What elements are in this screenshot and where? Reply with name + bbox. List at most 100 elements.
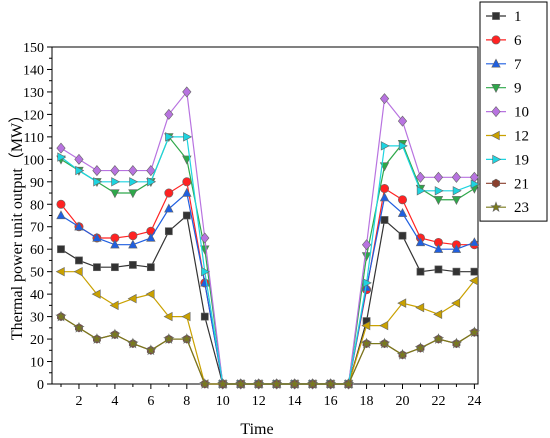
data-point-10 [56, 142, 66, 154]
data-point-6 [164, 188, 174, 198]
series-10 [56, 86, 480, 390]
data-point-1 [93, 263, 101, 272]
data-point-10 [361, 239, 372, 251]
data-point-1 [434, 265, 443, 274]
data-point-12 [91, 289, 101, 299]
legend-marker [492, 154, 502, 165]
data-point-23 [342, 378, 355, 389]
legend-marker [492, 12, 500, 20]
data-point-9 [110, 189, 120, 199]
data-point-6 [128, 231, 138, 241]
data-point-23 [307, 378, 319, 389]
legend-label: 10 [514, 105, 529, 121]
series-layer [55, 86, 481, 390]
data-point-12 [379, 320, 389, 331]
data-point-23 [324, 378, 337, 389]
data-point-19 [434, 186, 444, 196]
x-tick-label: 8 [183, 394, 190, 409]
data-point-10 [379, 93, 390, 105]
y-tick-label: 20 [30, 333, 44, 348]
legend-label: 6 [514, 33, 522, 49]
data-point-19 [129, 177, 139, 187]
data-point-10 [451, 171, 462, 183]
legend: 1 6 7 9 10 12 19 21 23 [479, 1, 548, 222]
data-point-7 [92, 232, 102, 242]
x-tick-label: 10 [216, 394, 230, 409]
data-point-23 [217, 378, 229, 389]
data-point-12 [397, 298, 407, 308]
data-point-12 [415, 302, 425, 313]
data-point-23 [55, 310, 67, 322]
data-point-9 [182, 155, 192, 165]
legend-marker [492, 178, 500, 188]
legend-item-10: 10 [486, 105, 529, 121]
data-point-1 [111, 263, 119, 272]
series-line-9 [60, 135, 475, 385]
y-tick-label: 40 [30, 288, 44, 303]
series-line-21 [60, 316, 475, 385]
data-point-7 [415, 237, 426, 247]
legend-item-23: 23 [486, 200, 529, 216]
data-point-7 [379, 192, 390, 202]
y-tick-label: 10 [30, 356, 44, 371]
data-point-1 [75, 256, 83, 265]
x-tick-label: 20 [396, 394, 410, 409]
data-point-1 [164, 227, 173, 236]
y-tick-label: 0 [37, 378, 44, 393]
data-point-1 [416, 267, 425, 276]
x-tick-label: 22 [431, 394, 445, 409]
legend-marker [491, 35, 501, 45]
x-tick-label: 14 [288, 394, 302, 409]
data-point-1 [129, 261, 137, 269]
data-point-23 [109, 328, 121, 340]
y-tick-label: 100 [23, 153, 44, 168]
data-point-10 [200, 232, 210, 244]
series-6 [56, 177, 479, 389]
data-point-12 [127, 293, 137, 304]
legend-marker [491, 106, 501, 118]
data-point-23 [127, 337, 139, 349]
legend-label: 23 [514, 200, 529, 216]
data-point-12 [73, 266, 83, 277]
data-point-23 [414, 342, 427, 353]
data-point-23 [378, 337, 391, 349]
data-point-23 [199, 378, 211, 389]
data-point-19 [111, 177, 121, 187]
data-point-23 [145, 344, 157, 356]
series-1 [57, 211, 479, 388]
legend-item-21: 21 [486, 176, 529, 192]
data-point-23 [468, 326, 481, 338]
y-tick-label: 150 [23, 41, 44, 56]
data-point-12 [361, 320, 371, 331]
y-tick-label: 80 [30, 198, 44, 213]
data-point-10 [128, 165, 138, 177]
data-point-23 [432, 333, 445, 344]
x-tick-label: 12 [252, 394, 266, 409]
legend-label: 12 [514, 129, 529, 145]
y-tick-label: 140 [23, 63, 44, 78]
data-point-10 [397, 115, 408, 127]
series-line-19 [60, 136, 475, 385]
data-point-6 [398, 195, 408, 205]
legend-item-6: 6 [486, 33, 522, 49]
data-point-1 [200, 312, 209, 321]
data-point-23 [181, 333, 193, 344]
data-point-23 [91, 333, 103, 344]
data-point-10 [433, 171, 444, 183]
series-12 [55, 266, 479, 389]
y-axis-title: Thermal power unit output（MW） [8, 107, 26, 340]
data-point-10 [164, 108, 174, 120]
legend-marker [490, 201, 502, 212]
data-point-6 [380, 184, 390, 194]
data-point-19 [57, 152, 67, 162]
data-point-1 [146, 263, 155, 272]
data-point-12 [145, 289, 155, 299]
data-point-1 [398, 231, 407, 240]
series-23 [55, 310, 481, 389]
data-point-1 [380, 216, 389, 224]
data-point-10 [415, 171, 426, 183]
data-point-1 [452, 267, 461, 276]
data-point-23 [253, 378, 265, 389]
legend-item-19: 19 [486, 152, 529, 168]
